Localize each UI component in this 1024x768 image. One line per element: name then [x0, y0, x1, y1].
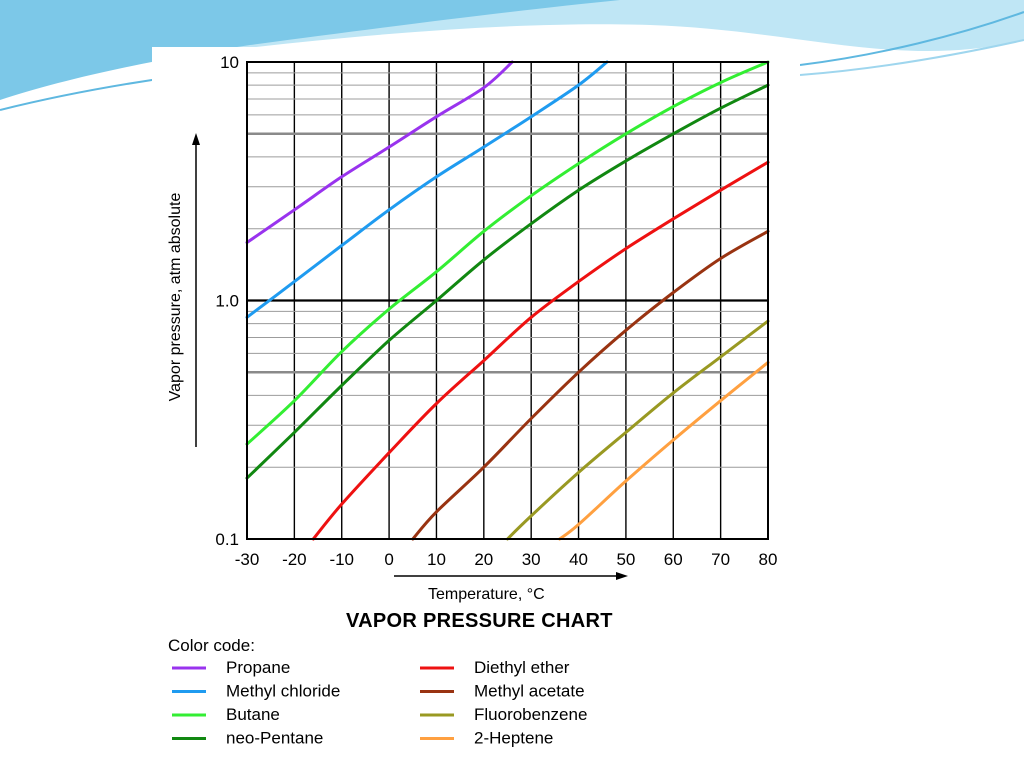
x-axis-title: Temperature, °C: [428, 586, 545, 603]
x-tick-label: 0: [384, 550, 393, 569]
legend-label-butane: Butane: [226, 705, 280, 724]
axes: [246, 61, 769, 540]
x-tick-label: -20: [282, 550, 307, 569]
series-lines: [245, 60, 770, 541]
series-line-butane: [245, 60, 770, 446]
legend-label-methyl-acetate: Methyl acetate: [474, 682, 585, 701]
plot-frame: [246, 61, 769, 540]
x-tick-label: 40: [569, 550, 588, 569]
x-tick-label: 10: [427, 550, 446, 569]
y-axis-arrow-head: [192, 133, 200, 145]
x-tick-label: 60: [664, 550, 683, 569]
vapor-pressure-chart: 0.1 1.0 10 -30 -20 -10 0 10 20 30 40 50 60 70 80 Vapo…: [167, 53, 778, 748]
y-tick-label: 1.0: [215, 292, 239, 311]
legend-label-diethyl-ether: Diethyl ether: [474, 658, 570, 677]
legend-label-methyl-chloride: Methyl chloride: [226, 682, 340, 701]
series-line-2-heptene: [558, 360, 770, 541]
x-tick-label: 20: [474, 550, 493, 569]
legend-label-fluorobenzene: Fluorobenzene: [474, 705, 587, 724]
series-line-propane: [245, 60, 514, 244]
series-line-neo-pentane: [245, 83, 770, 480]
legend: Propane Methyl chloride Butane neo-Pentane D…: [172, 658, 587, 748]
x-tick-label: 50: [616, 550, 635, 569]
x-tick-label: 80: [759, 550, 778, 569]
top-wave-right: [799, 11, 1024, 66]
chart-title: VAPOR PRESSURE CHART: [346, 610, 613, 632]
x-tick-labels: -30 -20 -10 0 10 20 30 40 50 60 70 80: [235, 550, 778, 569]
series-line-diethyl-ether: [311, 160, 770, 541]
y-axis-title: Vapor pressure, atm absolute: [167, 193, 184, 402]
legend-label-propane: Propane: [226, 658, 290, 677]
legend-label-2-heptene: 2-Heptene: [474, 729, 553, 748]
top-wave-right-2: [799, 39, 1024, 76]
y-tick-labels: 0.1 1.0 10: [215, 53, 239, 549]
x-tick-label: -10: [329, 550, 354, 569]
legend-label-neo-pentane: neo-Pentane: [226, 729, 323, 748]
series-line-methyl-acetate: [411, 229, 770, 541]
legend-heading: Color code:: [168, 636, 255, 655]
series-line-methyl-chloride: [245, 60, 609, 319]
x-axis-arrow-head: [616, 572, 628, 580]
series-line-fluorobenzene: [506, 319, 770, 541]
x-tick-label: 30: [522, 550, 541, 569]
y-tick-label: 10: [220, 53, 239, 72]
top-wave-dark: [0, 0, 620, 100]
chart-card: 0.1 1.0 10 -30 -20 -10 0 10 20 30 40 50 60 70 80 Vapo…: [152, 47, 800, 768]
x-tick-label: 70: [711, 550, 730, 569]
x-tick-label: -30: [235, 550, 260, 569]
y-tick-label: 0.1: [215, 530, 239, 549]
